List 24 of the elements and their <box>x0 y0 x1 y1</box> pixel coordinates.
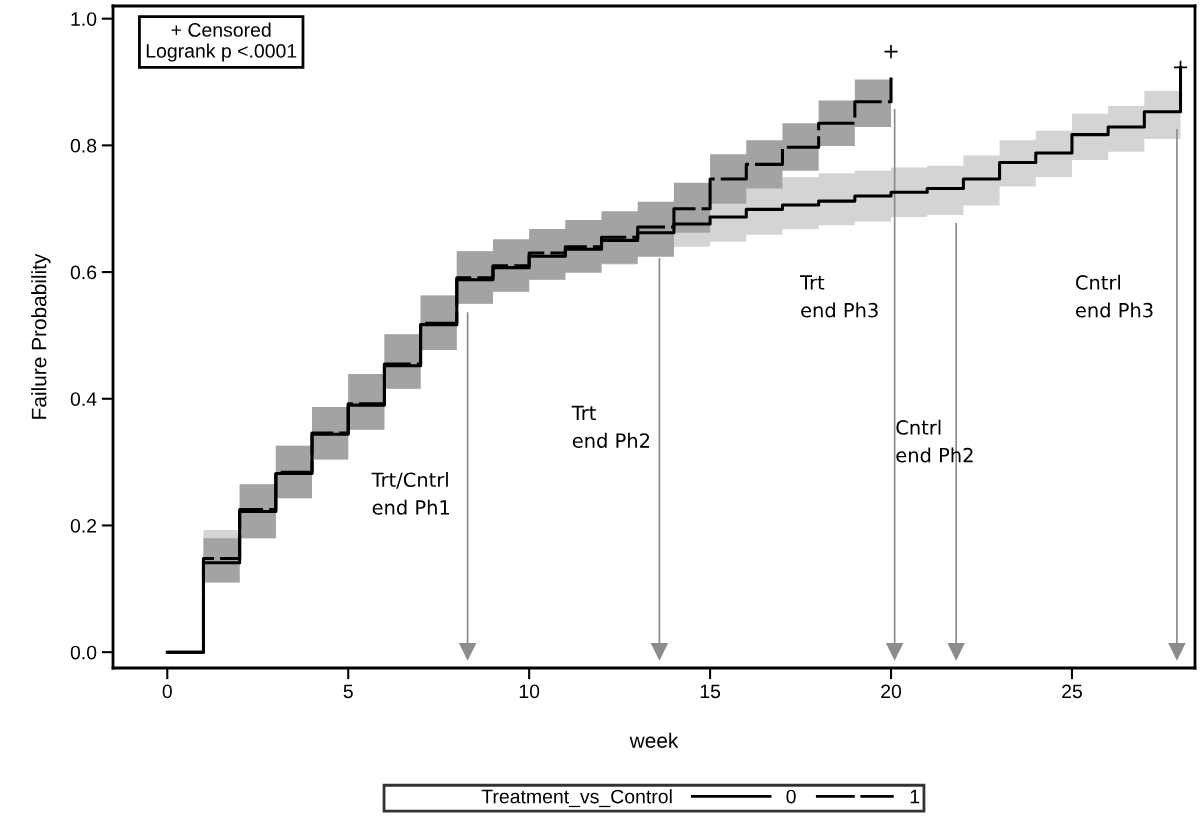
x-tick-label: 15 <box>700 684 721 699</box>
x-tick-label: 10 <box>519 684 540 699</box>
ref-line-label: Trt end Ph2 <box>571 405 650 448</box>
ref-line-label: Cntrl end Ph2 <box>896 419 973 463</box>
x-axis-title: week <box>629 732 679 748</box>
x-tick-label: 25 <box>1062 684 1082 699</box>
annotation: + Censored <box>171 22 271 37</box>
legend-label: 1 <box>910 789 920 804</box>
annotation: Logrank p <.0001 <box>146 43 297 62</box>
y-axis-title: Failure Probability <box>31 253 51 419</box>
y-tick-label: 0.8 <box>70 138 97 153</box>
ref-line-label: Trt end Ph3 <box>800 275 878 318</box>
ref-line-label: Cntrl end Ph3 <box>1075 274 1153 318</box>
x-tick-label: 5 <box>343 684 353 699</box>
ref-line-label: Trt/Cntrl end Ph1 <box>371 472 450 515</box>
y-tick-label: 0.4 <box>70 392 97 406</box>
y-tick-label: 0.6 <box>70 265 97 280</box>
y-tick-label: 0.0 <box>70 645 97 660</box>
y-tick-label: 1.0 <box>71 12 97 26</box>
x-tick-label: 20 <box>881 684 902 699</box>
x-tick-label: 0 <box>162 684 172 699</box>
legend-label: 0 <box>786 789 796 804</box>
y-tick-label: 0.2 <box>70 518 97 533</box>
legend-title: Treatment_vs_Control <box>481 789 672 808</box>
